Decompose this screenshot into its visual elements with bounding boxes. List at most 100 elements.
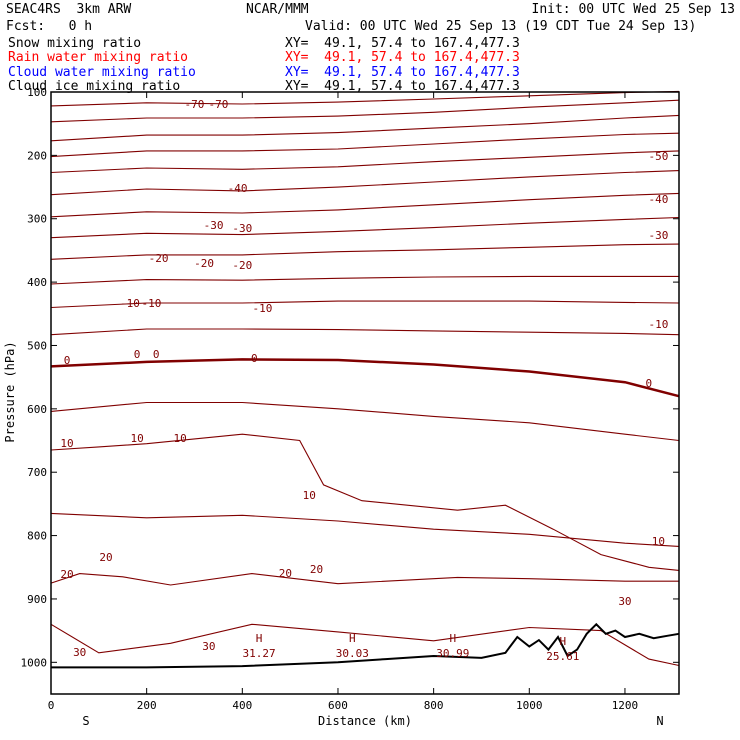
forecast-hour: Fcst: 0 h (6, 19, 93, 34)
terrain-profile (51, 622, 680, 669)
contour-label: -20 (232, 259, 252, 272)
field-label-cloud-water: Cloud water mixing ratio (8, 65, 196, 80)
y-tick-label: 900 (27, 593, 47, 606)
x-axis-label: Distance (km) (318, 714, 412, 728)
y-tick-label: 300 (27, 213, 47, 226)
contour-label: 0 (153, 348, 160, 361)
max-value: 30.03 (336, 647, 369, 660)
y-tick-label: 600 (27, 403, 47, 416)
max-annotations: H 31.27 H 30.03 H 30.99 H 25.61 (242, 632, 579, 663)
contour-label: -10 (252, 302, 272, 315)
contour-label: -30 (204, 219, 224, 232)
contour-line (50, 573, 679, 586)
contour-label: 30 (618, 595, 631, 608)
contour-line (50, 150, 680, 174)
contour-label: -70 (185, 98, 205, 111)
y-tick-label: 700 (27, 466, 47, 479)
y-tick-label: 500 (27, 339, 47, 352)
field-label-cloud-ice: Cloud ice mixing ratio (8, 79, 181, 94)
contour-label: 10 (652, 535, 665, 548)
contour-line (50, 192, 680, 218)
contour-line (50, 243, 680, 260)
x-tick-label: 1200 (612, 699, 639, 712)
max-value: 30.99 (436, 647, 469, 660)
contour-label: 10 (174, 432, 187, 445)
field-label-rain: Rain water mixing ratio (8, 50, 189, 65)
contour-label: 10 (130, 432, 143, 445)
contour-line (50, 132, 680, 158)
contour-label: 10 (303, 489, 316, 502)
contour-label: 0 (134, 348, 141, 361)
max-marker: H (449, 632, 456, 645)
contour-label: -20 (194, 257, 214, 270)
x-end-label-left: S (82, 714, 89, 728)
contour-label: -10 (120, 297, 140, 310)
contour-label: 30 (73, 646, 86, 659)
field-xy-cloud-ice: XY= 49.1, 57.4 to 167.4,477.3 (285, 79, 520, 94)
x-tick-label: 200 (137, 699, 157, 712)
contour-label: 20 (310, 563, 323, 576)
y-tick-label: 400 (27, 276, 47, 289)
contour-label: -40 (648, 193, 668, 206)
contour-line (50, 358, 680, 398)
contour-label: -30 (232, 222, 252, 235)
model-title: SEAC4RS 3km ARW (6, 2, 132, 17)
x-tick-label: 800 (424, 699, 444, 712)
field-xy-cloud-water: XY= 49.1, 57.4 to 167.4,477.3 (285, 65, 520, 80)
contour-label: 10 (60, 437, 73, 450)
max-value: 31.27 (242, 647, 275, 660)
max-marker: H (256, 632, 263, 645)
contour-label: 0 (64, 354, 71, 367)
valid-time: Valid: 00 UTC Wed 25 Sep 13 (19 CDT Tue … (305, 19, 697, 34)
field-xy-rain: XY= 49.1, 57.4 to 167.4,477.3 (285, 50, 520, 65)
contour-label: 20 (99, 551, 112, 564)
contour-label: 30 (202, 640, 215, 653)
contour-label: -10 (142, 297, 162, 310)
contour-label: -40 (228, 182, 248, 195)
x-tick-label: 600 (328, 699, 348, 712)
x-tick-label: 0 (48, 699, 55, 712)
contour-line (50, 623, 680, 667)
contour-label: 20 (60, 568, 73, 581)
contour-line (50, 433, 680, 571)
terrain-line (51, 622, 680, 669)
contour-lines (50, 90, 680, 667)
contour-line (50, 300, 680, 309)
y-axis-label: Pressure (hPa) (3, 341, 17, 442)
contour-line (50, 216, 680, 239)
x-tick-label: 1000 (516, 699, 543, 712)
contour-label: 0 (646, 377, 653, 390)
contour-line (50, 90, 680, 107)
max-marker: H (559, 635, 566, 648)
contour-line (50, 401, 680, 442)
contour-line (50, 170, 680, 196)
plot-frame (50, 91, 680, 695)
contour-label: -50 (648, 150, 668, 163)
max-value: 25.61 (546, 650, 579, 663)
field-label-snow: Snow mixing ratio (8, 36, 142, 51)
y-tick-label: 1000 (21, 656, 48, 669)
x-tick-label: 400 (232, 699, 252, 712)
contour-line (50, 328, 680, 336)
x-end-label-right: N (656, 714, 663, 728)
y-tick-label: 800 (27, 530, 47, 543)
contour-label: 0 (251, 352, 258, 365)
contour-line (50, 275, 679, 285)
contour-line (50, 99, 680, 123)
contour-labels: -70 -70-50-40-40-30 -30-30-20 -20 -20-10 -10-… (60, 98, 668, 659)
y-tick-label: 200 (27, 149, 47, 162)
max-marker: H (349, 632, 356, 645)
init-time: Init: 00 UTC Wed 25 Sep 13 (531, 2, 736, 17)
contour-line (50, 114, 680, 142)
contour-label: -70 (208, 98, 228, 111)
contour-label: -20 (149, 252, 169, 265)
y-tick-label: 100 (27, 86, 47, 99)
axes: 0 200 400 600 800 1000 12001002003004005006007… (21, 86, 679, 712)
contour-label: 20 (279, 567, 292, 580)
contour-label: -10 (648, 318, 668, 331)
contour-label: -30 (648, 229, 668, 242)
org-label: NCAR/MMM (246, 2, 309, 17)
field-xy-snow: XY= 49.1, 57.4 to 167.4,477.3 (285, 36, 520, 51)
contour-line (50, 512, 680, 547)
